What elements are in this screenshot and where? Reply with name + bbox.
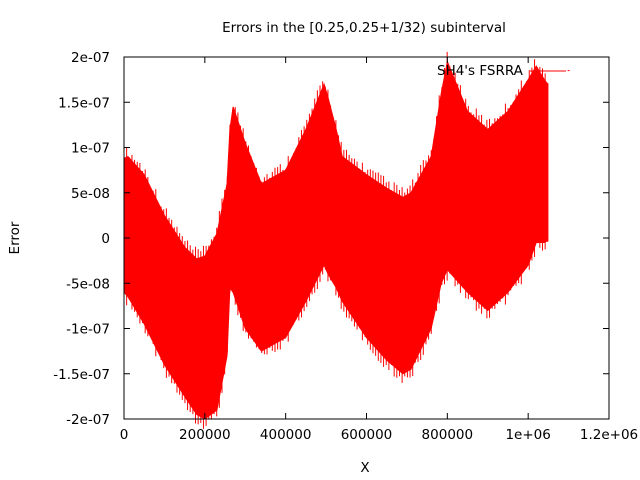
x-tick-label: 1.2e+06 [580,427,638,443]
x-tick-label: 0 [120,427,129,443]
ticks-layer: 0 200000 400000 600000 800000 1e+06 1.2e+06 2e-… [53,50,638,443]
y-tick-label: -1e-07 [66,322,110,338]
chart-title: Errors in the [0.25,0.25+1/32) subinterv… [222,20,506,36]
y-axis-label: Error [7,221,23,254]
x-tick-label: 200000 [179,427,231,443]
x-tick-label: 400000 [260,427,312,443]
y-tick-label: -2e-07 [66,412,110,428]
y-tick-label: 0 [101,231,110,247]
y-tick-label: 5e-08 [71,186,110,202]
y-tick-label: 1.5e-07 [58,95,110,111]
plot-frame [123,56,610,420]
x-tick-label: 800000 [422,427,474,443]
x-axis-label: X [360,460,369,476]
x-tick-label: 600000 [341,427,393,443]
legend: SH4's FSRRA [437,63,566,79]
series-layer [123,51,570,429]
y-tick-label: 2e-07 [71,50,110,66]
x-tick-label: 1e+06 [505,427,550,443]
y-tick-label: 1e-07 [71,141,110,157]
legend-label: SH4's FSRRA [437,63,524,79]
y-tick-label: -1.5e-07 [53,367,110,383]
outlier-point [567,70,570,72]
y-tick-label: -5e-08 [66,276,110,292]
